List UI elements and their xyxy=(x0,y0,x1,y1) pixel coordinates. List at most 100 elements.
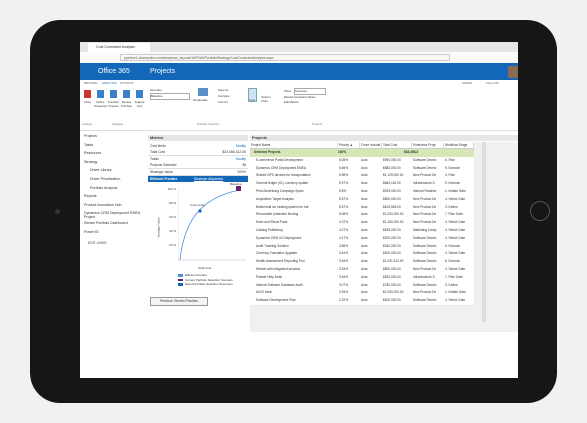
save-button[interactable]: Compare xyxy=(218,94,230,98)
metrics-value[interactable]: Modify xyxy=(236,156,246,161)
cost-button[interactable]: Cost xyxy=(248,88,257,102)
ribbon-icon[interactable] xyxy=(110,90,117,98)
table-cell: 5. Plan xyxy=(445,173,455,178)
column-header[interactable]: Priority ▲ xyxy=(338,142,360,149)
ribbon-button[interactable]: Prioritize Projects xyxy=(108,100,119,108)
metrics-value: 38 xyxy=(242,163,246,168)
table-cell: E-commerce Portal Development xyxy=(256,157,303,162)
recalculate-icon[interactable] xyxy=(198,88,208,96)
nav-item[interactable]: Tasks xyxy=(84,142,94,147)
table-cell: 3.07% xyxy=(339,282,349,287)
table-cell: Auto xyxy=(361,290,368,295)
table-cell: Helmet with integrated sunvisor xyxy=(256,267,301,271)
table-cell: 3.53% xyxy=(339,267,349,271)
follow[interactable]: FOLLOW xyxy=(486,81,499,85)
ribbon-tab[interactable]: OPTIONS xyxy=(120,81,134,85)
column-header[interactable]: Force Include xyxy=(360,142,382,149)
save-button[interactable]: Commit xyxy=(218,100,228,104)
ribbon-icon[interactable] xyxy=(97,90,104,98)
y-tick-label: 60 % xyxy=(169,215,176,219)
ribbon-button[interactable]: Close xyxy=(83,100,92,104)
projects-header: Projects xyxy=(250,135,518,141)
table-cell: 7. Plan Gate xyxy=(445,212,463,217)
metrics-row-bg xyxy=(148,168,248,176)
nav-item[interactable]: Dynamics CRM Deployment EMEA Project xyxy=(84,211,141,220)
nav-item[interactable]: Portfolio Analysis xyxy=(90,185,118,190)
nav-item[interactable]: Product Innovation Hub xyxy=(84,202,122,207)
table-cell: $530,000.00 xyxy=(383,274,401,279)
ribbon-button[interactable]: Define Properties xyxy=(94,100,107,108)
recalculate[interactable]: Recalculate xyxy=(193,98,208,102)
legend-entry: Saved Portfolio Selection Scenarios xyxy=(185,282,233,286)
nav-item[interactable]: Sensei Portfolio Dashboard xyxy=(84,221,128,226)
nav-item[interactable]: Reports xyxy=(84,194,97,199)
save-button[interactable]: Save As xyxy=(218,88,229,92)
ribbon-icon[interactable] xyxy=(136,90,143,98)
table-cell: New Product De xyxy=(413,290,437,295)
options-chart[interactable]: Options Chart xyxy=(261,95,271,102)
edit-metrics[interactable]: Edit Metrics xyxy=(284,100,299,104)
reload[interactable]: Reload Constraint Values xyxy=(284,95,316,99)
share[interactable]: SHARE xyxy=(462,81,473,85)
table-cell: 6. Execute xyxy=(445,243,461,248)
ribbon-group-label: Portfolio Selection xyxy=(197,122,220,126)
table-cell: Dynamics CRM Deployment EMEA xyxy=(256,165,306,170)
address-bar[interactable]: pjonline1.sharepoint.com/sites/pwa/_layo… xyxy=(120,54,450,61)
nav-item[interactable]: Driver Library xyxy=(90,168,112,173)
scenario-select[interactable]: Baseline xyxy=(150,93,190,100)
ribbon-icon[interactable] xyxy=(84,90,91,98)
cost-limit-point xyxy=(198,209,202,213)
nav-item[interactable]: Strategy xyxy=(84,159,98,164)
table-cell: Software Develo xyxy=(413,157,437,162)
ribbon-tab[interactable]: BROWSE xyxy=(84,81,98,85)
previous-button[interactable]: Previous: Review Priorities xyxy=(150,297,208,306)
ribbon-icon[interactable] xyxy=(123,90,130,98)
ribbon-tab[interactable]: ANALYSIS xyxy=(102,81,117,85)
ribbon-button[interactable]: Review Priorities xyxy=(121,100,132,108)
table-cell: Removable protective flooring xyxy=(256,212,299,217)
ribbon-button[interactable]: Analyze Cost xyxy=(134,100,145,108)
nav-item[interactable]: Driver Prioritization xyxy=(90,177,121,181)
column-header[interactable]: Project Name xyxy=(250,142,338,149)
nav-item[interactable]: Power BI xyxy=(84,230,99,234)
column-header[interactable]: Total Cost xyxy=(382,142,412,149)
table-cell: $950,000.00 xyxy=(383,157,401,162)
column-header[interactable]: Workflow Stage xyxy=(444,142,474,149)
metrics-label: Total Cost xyxy=(150,150,166,155)
chart-tab[interactable]: Efficient Frontier xyxy=(150,177,178,181)
table-cell: $664,116.00 xyxy=(383,181,401,186)
metrics-label: Strategic Value xyxy=(150,169,173,174)
metrics-value[interactable]: Modify xyxy=(236,144,246,148)
frontier-chart xyxy=(178,186,246,261)
browser-tab[interactable]: Cost Constraint Analysis xyxy=(88,43,150,52)
table-cell: Auto xyxy=(361,212,368,217)
table-cell: 6. Plan xyxy=(445,157,455,162)
table-cell: Print Advertising Campaign Spain xyxy=(256,189,304,193)
nav-item[interactable]: Resources xyxy=(84,151,102,156)
group-row xyxy=(250,149,474,157)
column-header[interactable]: Enterprise Proje xyxy=(412,142,444,149)
table-cell: Software Develo xyxy=(413,165,437,170)
home-button[interactable] xyxy=(530,201,550,221)
suite-bar xyxy=(80,63,518,80)
table-cell: Auto xyxy=(361,274,368,279)
table-cell: Software Develo xyxy=(413,235,437,240)
edit-links[interactable]: EDIT LINKS xyxy=(88,240,107,245)
chart-tab[interactable]: Strategic Alignment xyxy=(194,177,224,181)
table-cell: Auto xyxy=(361,157,368,162)
ribbon-group-label: Navigate xyxy=(112,122,124,126)
legend-entry: Current Portfolio Selection Scenario xyxy=(185,277,233,282)
table-cell: Infrastructure D xyxy=(413,181,435,186)
table-cell: Auto xyxy=(361,228,368,232)
site-name: Projects xyxy=(150,68,176,75)
table-cell: Software Develo xyxy=(413,282,437,287)
nav-item[interactable]: Projects xyxy=(84,134,97,138)
show-select[interactable]: Summary xyxy=(294,88,326,95)
table-cell: 4. Select Gate xyxy=(445,251,466,256)
table-row[interactable] xyxy=(250,297,474,306)
table-cell: Audit Tracking Solution xyxy=(256,243,289,248)
show-label[interactable]: Show xyxy=(284,89,291,93)
table-cell: $340,000.00 xyxy=(383,243,401,248)
y-tick-label: 40 % xyxy=(169,229,176,233)
